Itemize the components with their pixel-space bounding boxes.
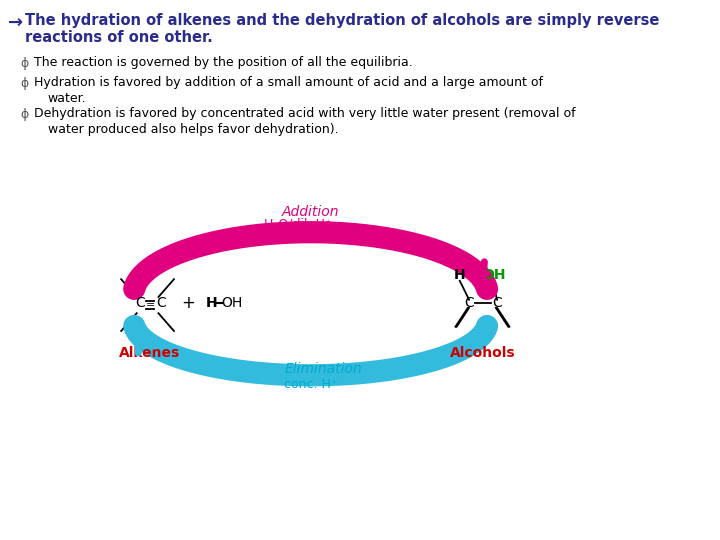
Text: +: +	[181, 294, 195, 313]
Text: C: C	[156, 296, 166, 310]
Text: conc. H⁺: conc. H⁺	[284, 378, 338, 391]
Text: =: =	[145, 300, 155, 310]
Text: →: →	[8, 14, 23, 31]
Text: Elimination: Elimination	[284, 362, 362, 376]
Text: Alcohols: Alcohols	[450, 346, 516, 360]
Text: H₂O/dil. H⁺: H₂O/dil. H⁺	[264, 217, 332, 230]
Text: OH: OH	[482, 268, 505, 282]
Text: The reaction is governed by the position of all the equilibria.: The reaction is governed by the position…	[34, 56, 413, 69]
Text: water produced also helps favor dehydration).: water produced also helps favor dehydrat…	[48, 123, 338, 136]
Text: C: C	[464, 296, 474, 310]
Text: OH: OH	[221, 296, 243, 310]
Text: ϕ: ϕ	[20, 77, 28, 90]
Text: H: H	[454, 268, 466, 282]
Text: Addition: Addition	[282, 205, 339, 219]
Text: C: C	[135, 296, 145, 310]
Text: C: C	[492, 296, 502, 310]
Text: H: H	[205, 296, 217, 310]
Text: Dehydration is favored by concentrated acid with very little water present (remo: Dehydration is favored by concentrated a…	[34, 107, 576, 120]
Text: The hydration of alkenes and the dehydration of alcohols are simply reverse: The hydration of alkenes and the dehydra…	[25, 14, 660, 29]
Text: water.: water.	[48, 92, 86, 105]
Text: Hydration is favored by addition of a small amount of acid and a large amount of: Hydration is favored by addition of a sm…	[34, 76, 543, 89]
Text: ϕ: ϕ	[20, 108, 28, 121]
Text: reactions of one other.: reactions of one other.	[25, 30, 212, 45]
Text: Alkenes: Alkenes	[119, 346, 180, 360]
Text: ϕ: ϕ	[20, 57, 28, 70]
